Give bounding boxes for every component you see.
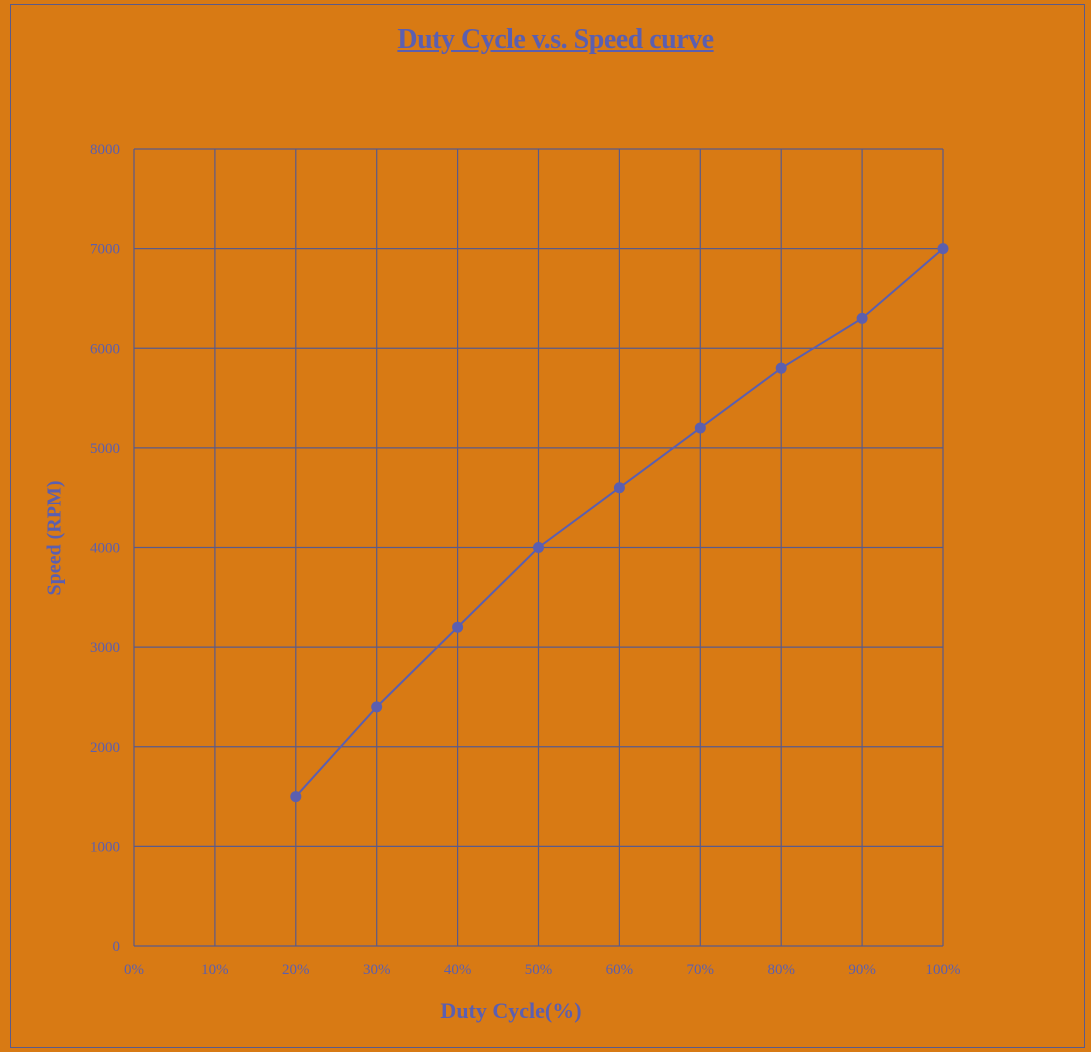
data-point <box>937 243 949 255</box>
y-tick-label: 8000 <box>90 142 120 158</box>
data-point <box>452 621 464 633</box>
y-tick-label: 2000 <box>90 740 120 756</box>
x-tick-label: 0% <box>124 962 144 978</box>
y-tick-label: 3000 <box>90 640 120 656</box>
x-tick-label: 70% <box>687 962 715 978</box>
data-point <box>856 312 868 324</box>
x-tick-label: 60% <box>606 962 634 978</box>
y-tick-label: 5000 <box>90 441 120 457</box>
data-point <box>290 791 302 803</box>
x-tick-label: 100% <box>926 962 961 978</box>
y-tick-label: 4000 <box>90 541 120 557</box>
y-tick-label: 0 <box>113 939 121 955</box>
data-point <box>775 362 787 374</box>
x-tick-labels: 0% 10% 20% 30% 40% 50% 60% 70% 80% 90% 100% <box>124 962 961 978</box>
x-tick-label: 30% <box>363 962 391 978</box>
y-tick-label: 1000 <box>90 839 120 855</box>
x-tick-label: 10% <box>201 962 229 978</box>
data-point <box>533 542 544 553</box>
data-point <box>613 482 625 494</box>
data-point <box>371 701 383 713</box>
x-tick-label: 20% <box>282 962 310 978</box>
series-group <box>290 243 949 803</box>
x-tick-label: 50% <box>525 962 553 978</box>
x-tick-label: 80% <box>767 962 795 978</box>
y-tick-labels: 0 1000 2000 3000 4000 5000 6000 7000 8000 <box>90 142 120 955</box>
chart-title: Duty Cycle v.s. Speed curve <box>397 24 714 55</box>
data-point <box>694 422 706 434</box>
y-tick-label: 6000 <box>90 341 120 357</box>
chart-frame <box>10 4 1085 1048</box>
x-tick-label: 40% <box>444 962 472 978</box>
y-tick-label: 7000 <box>90 242 120 258</box>
x-axis-label: Duty Cycle(%) <box>440 998 582 1023</box>
x-tick-label: 90% <box>848 962 876 978</box>
